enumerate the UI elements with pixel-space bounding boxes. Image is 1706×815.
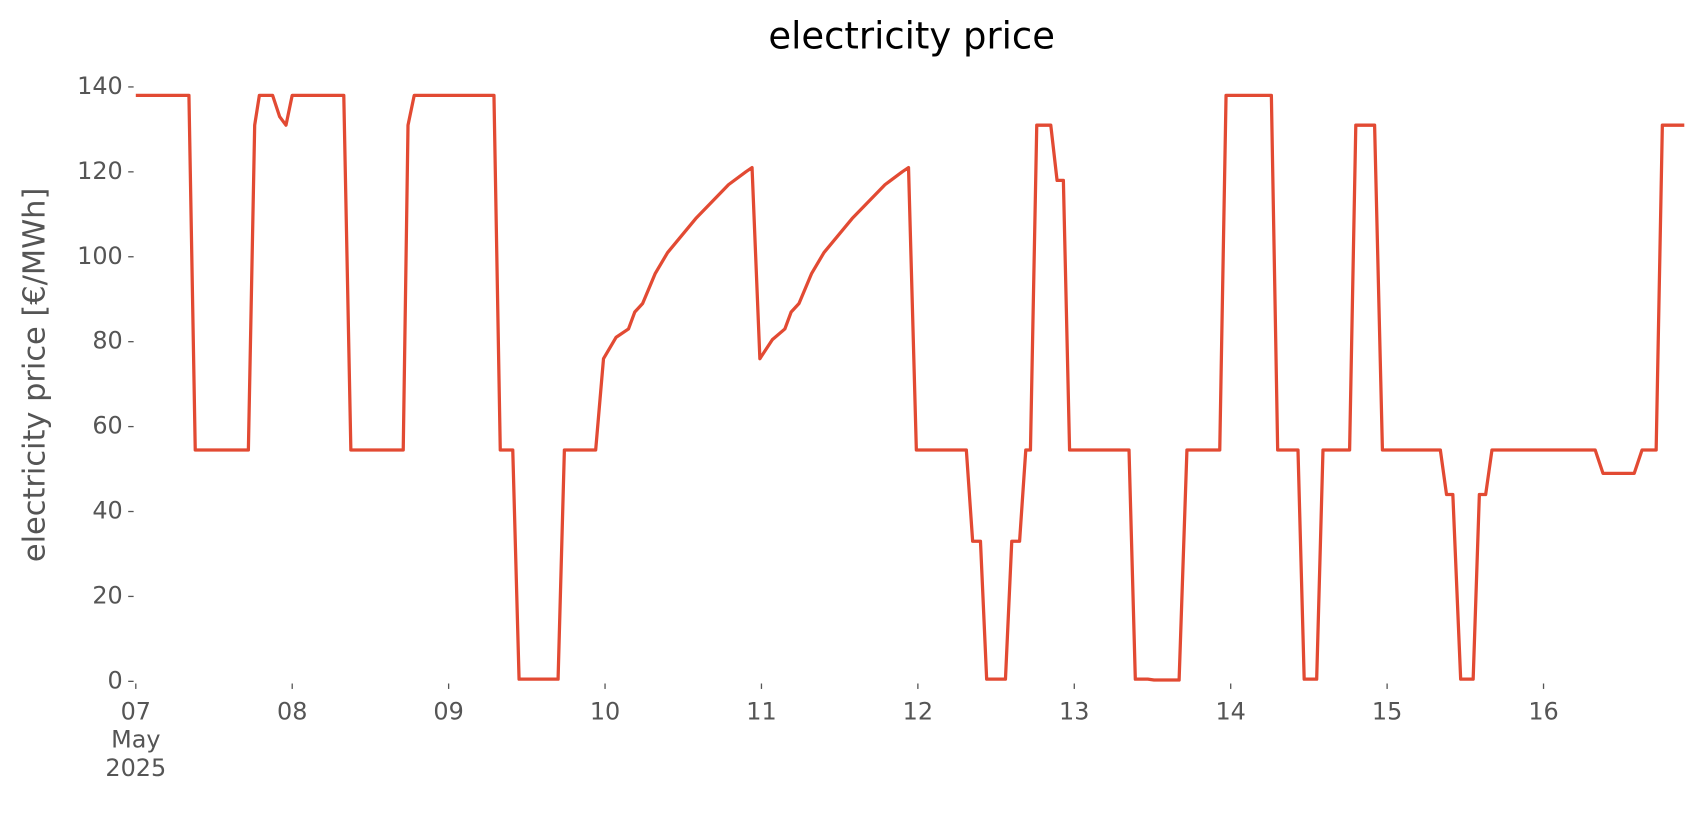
x-tick-label: 11: [746, 698, 777, 726]
x-tick-label: 16: [1528, 698, 1559, 726]
x-tick-label: 08: [276, 698, 308, 726]
x-tick-label: 14: [1215, 698, 1246, 726]
x-tick-label-box: 14: [1215, 698, 1246, 726]
y-tick-label: 140: [77, 72, 123, 100]
x-tick-label-box: 15: [1371, 698, 1403, 726]
y-tick-label: 40: [92, 497, 122, 525]
y-tick-label: 100: [77, 242, 123, 270]
x-tick-label-box: 13: [1059, 698, 1090, 726]
x-tick-label-box: 07 May 2025: [105, 698, 167, 783]
y-axis-label: electricity price [€/MWh]: [17, 188, 52, 562]
x-tick-label: 07 May 2025: [105, 698, 167, 783]
x-tick-label: 09: [433, 698, 464, 726]
y-tick-label: 120: [77, 157, 123, 185]
y-tick-label: 0: [108, 666, 123, 694]
x-tick-label-box: 12: [902, 698, 934, 726]
x-tick-label-box: 16: [1528, 698, 1559, 726]
x-tick-label-box: 11: [746, 698, 777, 726]
x-tick-label: 13: [1059, 698, 1090, 726]
price-line: [135, 93, 1685, 682]
x-tick-label-box: 09: [433, 698, 464, 726]
x-tick-label: 12: [902, 698, 934, 726]
x-tick-label-box: 10: [589, 698, 621, 726]
x-tick-label: 15: [1371, 698, 1403, 726]
x-tick-label-box: 08: [276, 698, 308, 726]
y-tick-label: 20: [92, 581, 122, 609]
y-tick-label: 80: [92, 327, 122, 355]
x-tick-label: 10: [589, 698, 621, 726]
chart-title: electricity price: [768, 15, 1055, 58]
y-tick-label: 60: [92, 412, 122, 440]
